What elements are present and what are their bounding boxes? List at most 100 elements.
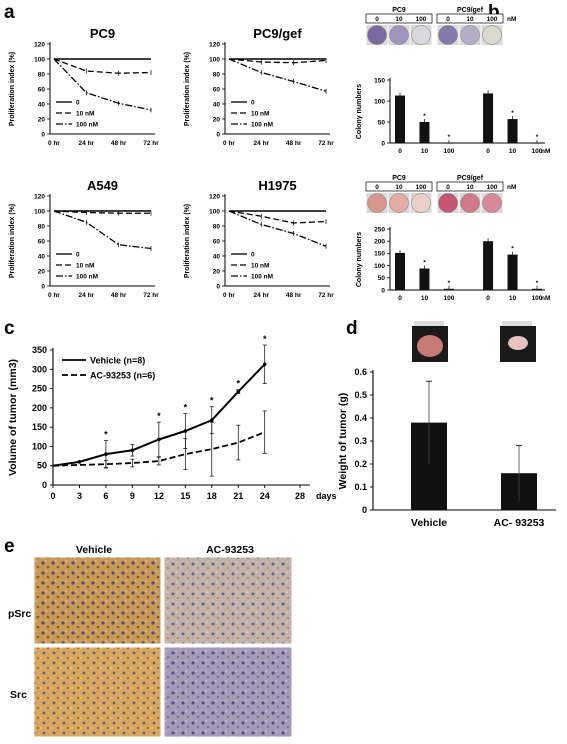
plate-unit-label: nM <box>507 16 516 23</box>
legend-label-c-1: AC-93253 (n=6) <box>90 371 155 381</box>
y-tick-label-b2: 0 <box>381 287 385 294</box>
x-tick-label-c: 24 <box>260 491 270 501</box>
ihc-image <box>163 556 293 645</box>
y-tick-label-a1: 60 <box>38 86 46 93</box>
x-tick-label-d: Vehicle <box>411 517 447 529</box>
y-axis-label-b1: Colony numbers <box>356 84 363 139</box>
x-tick-label-b2: 100 <box>532 295 543 302</box>
chart-title-a4: H1975 <box>258 178 296 193</box>
bar-b1-1 <box>419 122 430 143</box>
x-tick-label-c: 6 <box>103 491 108 501</box>
y-tick-label-a1: 120 <box>34 41 45 48</box>
y-tick-label-c: 200 <box>32 403 47 413</box>
y-tick-label-a3: 20 <box>38 268 46 275</box>
y-tick-label-a1: 20 <box>38 116 46 123</box>
ihc-image <box>33 556 162 645</box>
y-tick-label-d: 0.5 <box>354 390 367 400</box>
significance-star-c: * <box>210 396 214 406</box>
bar-b2-2 <box>443 288 454 290</box>
x-tick-label-b2: 10 <box>509 295 517 302</box>
y-tick-label-a2: 40 <box>213 101 221 108</box>
significance-star-c: * <box>157 411 161 421</box>
plate-dose-label: 10 <box>466 184 474 191</box>
x-tick-label-a3: 48 hr <box>111 292 127 299</box>
series-line-a4-1 <box>228 210 327 224</box>
x-tick-label-b1: 10 <box>421 148 429 155</box>
legend-label-a3-0: 0 <box>76 251 80 258</box>
bar-b2-4 <box>507 254 518 290</box>
y-tick-label-a1: 100 <box>34 56 45 63</box>
bar-b1-3 <box>483 93 494 143</box>
plate-unit-label: nM <box>507 184 516 191</box>
x-tick-label-a3: 72 hr <box>143 292 159 299</box>
y-tick-label-c: 300 <box>32 364 47 374</box>
y-tick-label-c: 100 <box>32 441 47 451</box>
x-tick-label-b1: 0 <box>398 148 402 155</box>
colony-plate-image <box>367 193 387 213</box>
x-tick-label-a1: 48 hr <box>111 140 127 147</box>
x-tick-label-c: 3 <box>77 491 82 501</box>
y-tick-label-b1: 50 <box>378 119 386 126</box>
y-tick-label-c: 250 <box>32 384 47 394</box>
x-tick-label-a4: 0 hr <box>223 292 235 299</box>
plate-group-header-1 <box>436 181 504 192</box>
x-tick-label-c: 21 <box>233 491 243 501</box>
significance-star-c: * <box>104 430 108 440</box>
x-tick-label-a2: 24 hr <box>254 140 270 147</box>
plate-group-title-0: PC9 <box>392 7 406 14</box>
x-tick-label-c: 9 <box>130 491 135 501</box>
data-point-c <box>77 460 82 464</box>
significance-star-b2: * <box>536 280 539 287</box>
x-tick-label-b2: 0 <box>486 295 490 302</box>
ihc-image <box>33 646 162 738</box>
x-tick-label-b1: 100 <box>532 148 543 155</box>
significance-star-b2: * <box>423 260 426 267</box>
y-tick-label-b2: 100 <box>374 263 385 270</box>
y-tick-label-a2: 60 <box>213 86 221 93</box>
y-tick-label-d: 0.2 <box>354 459 367 469</box>
significance-star-b1: * <box>423 113 426 120</box>
legend-label-a4-1: 10 nM <box>251 262 269 269</box>
y-axis-label-c: Volume of tumor (mm3) <box>7 359 19 476</box>
panel-label-a: a <box>4 2 15 23</box>
y-tick-label-a3: 60 <box>38 238 46 245</box>
y-axis-label-a1: Proliferation index (%) <box>9 52 16 126</box>
y-axis-label-a3: Proliferation index (%) <box>9 204 16 278</box>
significance-star-b2: * <box>448 280 451 287</box>
legend-label-a2-2: 100 nM <box>251 121 273 128</box>
colony-plate-image <box>438 193 458 213</box>
legend-label-a2-1: 10 nM <box>251 110 269 117</box>
y-tick-label-a1: 0 <box>41 131 45 138</box>
y-tick-label-c: 50 <box>37 461 47 471</box>
plate-group-header-1 <box>436 13 504 24</box>
x-tick-label-c: 12 <box>154 491 164 501</box>
x-tick-label-a4: 48 hr <box>286 292 302 299</box>
x-tick-label-b1: 100 <box>443 148 454 155</box>
chart-title-a3: A549 <box>87 178 118 193</box>
y-axis-label-d: Weight of tumor (g) <box>337 393 349 490</box>
x-tick-label-c: 18 <box>207 491 217 501</box>
colony-plate-image <box>438 25 458 45</box>
y-tick-label-a2: 0 <box>216 131 220 138</box>
y-tick-label-a3: 40 <box>38 253 46 260</box>
plate-dose-label: 100 <box>487 184 498 191</box>
y-tick-label-a4: 100 <box>209 208 220 215</box>
x-tick-label-a3: 24 hr <box>79 292 95 299</box>
y-tick-label-d: 0.4 <box>354 413 367 423</box>
y-tick-label-c: 350 <box>32 345 47 355</box>
data-point-c <box>262 362 267 367</box>
x-tick-label-c: 28 <box>295 491 305 501</box>
tumor-photo-ruler <box>502 321 532 326</box>
x-tick-label-a1: 0 hr <box>48 140 60 147</box>
bar-b1-4 <box>507 119 518 143</box>
tumor-photo-vehicle <box>417 335 443 357</box>
x-tick-label-b2: 0 <box>398 295 402 302</box>
plate-dose-label: 100 <box>487 16 498 23</box>
colony-plate-image <box>482 193 502 213</box>
y-tick-label-a4: 40 <box>213 253 221 260</box>
plate-group-title-1: PC9/gef <box>457 7 484 14</box>
y-tick-label-a2: 80 <box>213 71 221 78</box>
colony-plate-image <box>389 193 409 213</box>
y-tick-label-a4: 0 <box>216 283 220 290</box>
